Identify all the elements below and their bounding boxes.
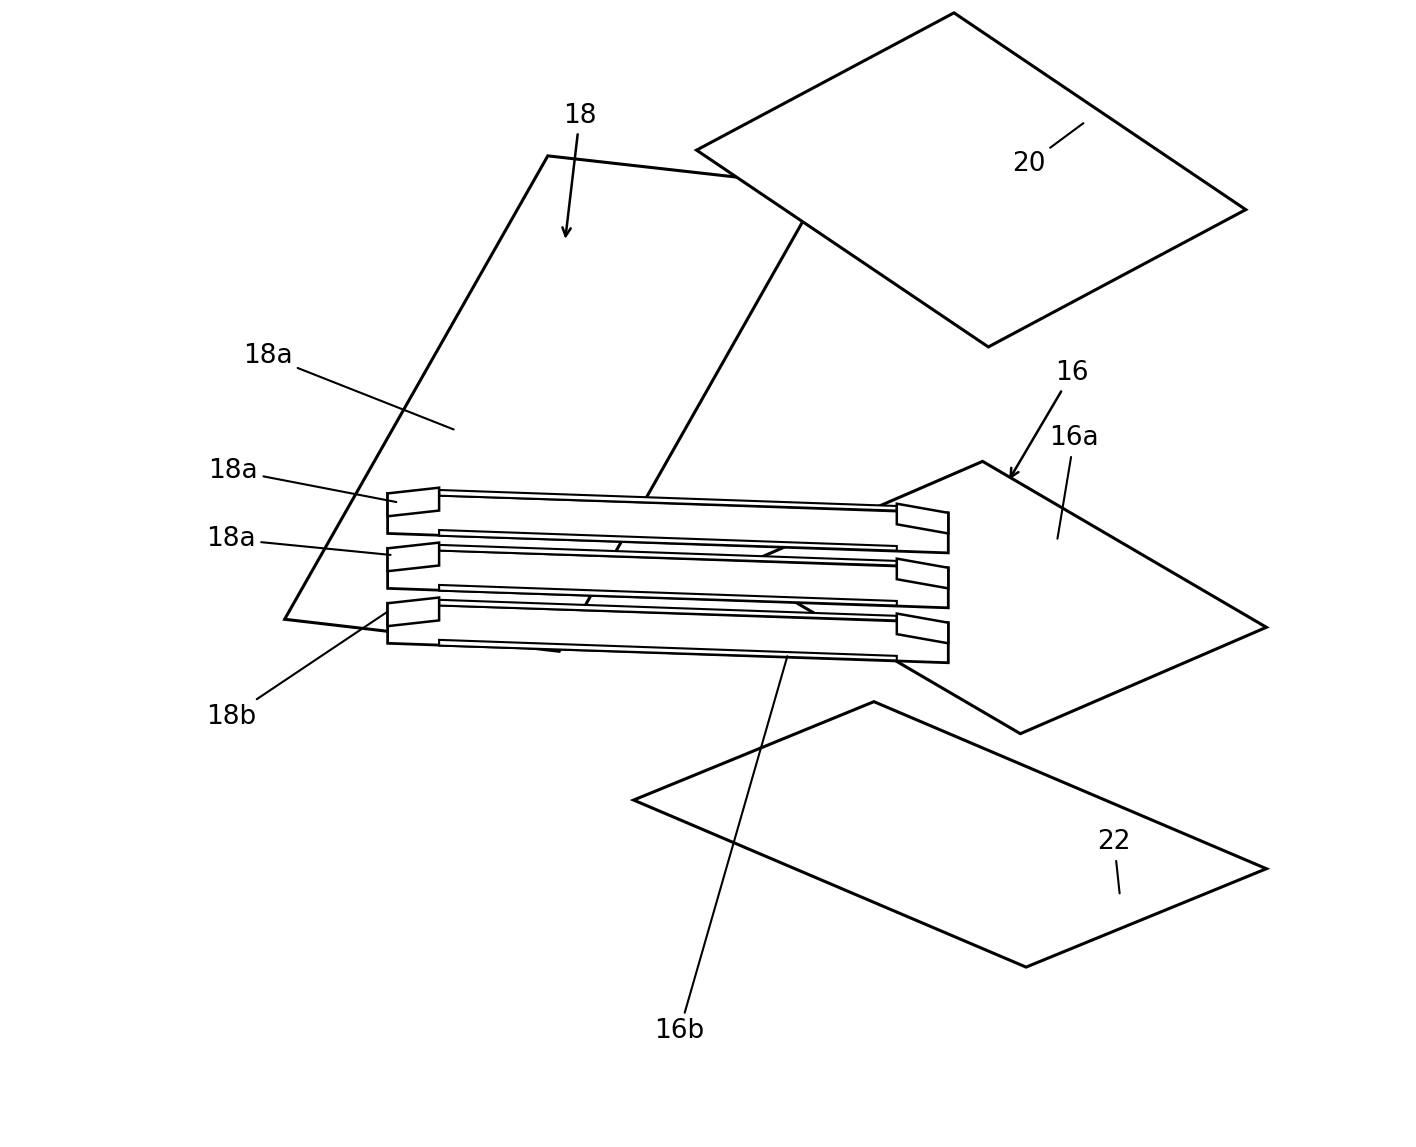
Polygon shape [439,640,896,661]
Text: 18a: 18a [208,458,396,502]
Polygon shape [697,13,1246,346]
Text: 16: 16 [1011,360,1089,477]
Polygon shape [388,543,439,571]
Polygon shape [388,493,949,553]
Polygon shape [439,585,896,606]
Polygon shape [633,702,1266,967]
Text: 22: 22 [1097,829,1131,894]
Polygon shape [285,156,823,651]
Polygon shape [388,598,439,626]
Text: 18b: 18b [205,611,388,729]
Polygon shape [388,603,949,663]
Polygon shape [439,545,896,565]
Polygon shape [896,614,949,643]
Polygon shape [736,461,1266,734]
Text: 18a: 18a [207,526,391,555]
Text: 20: 20 [1011,123,1083,177]
Polygon shape [439,600,896,621]
Text: 18: 18 [562,103,596,236]
Polygon shape [439,530,896,551]
Text: 16b: 16b [654,656,787,1044]
Polygon shape [388,548,949,608]
Polygon shape [388,487,439,516]
Polygon shape [896,559,949,588]
Text: 16a: 16a [1049,426,1099,539]
Polygon shape [439,490,896,510]
Polygon shape [896,504,949,533]
Text: 18a: 18a [242,343,453,429]
